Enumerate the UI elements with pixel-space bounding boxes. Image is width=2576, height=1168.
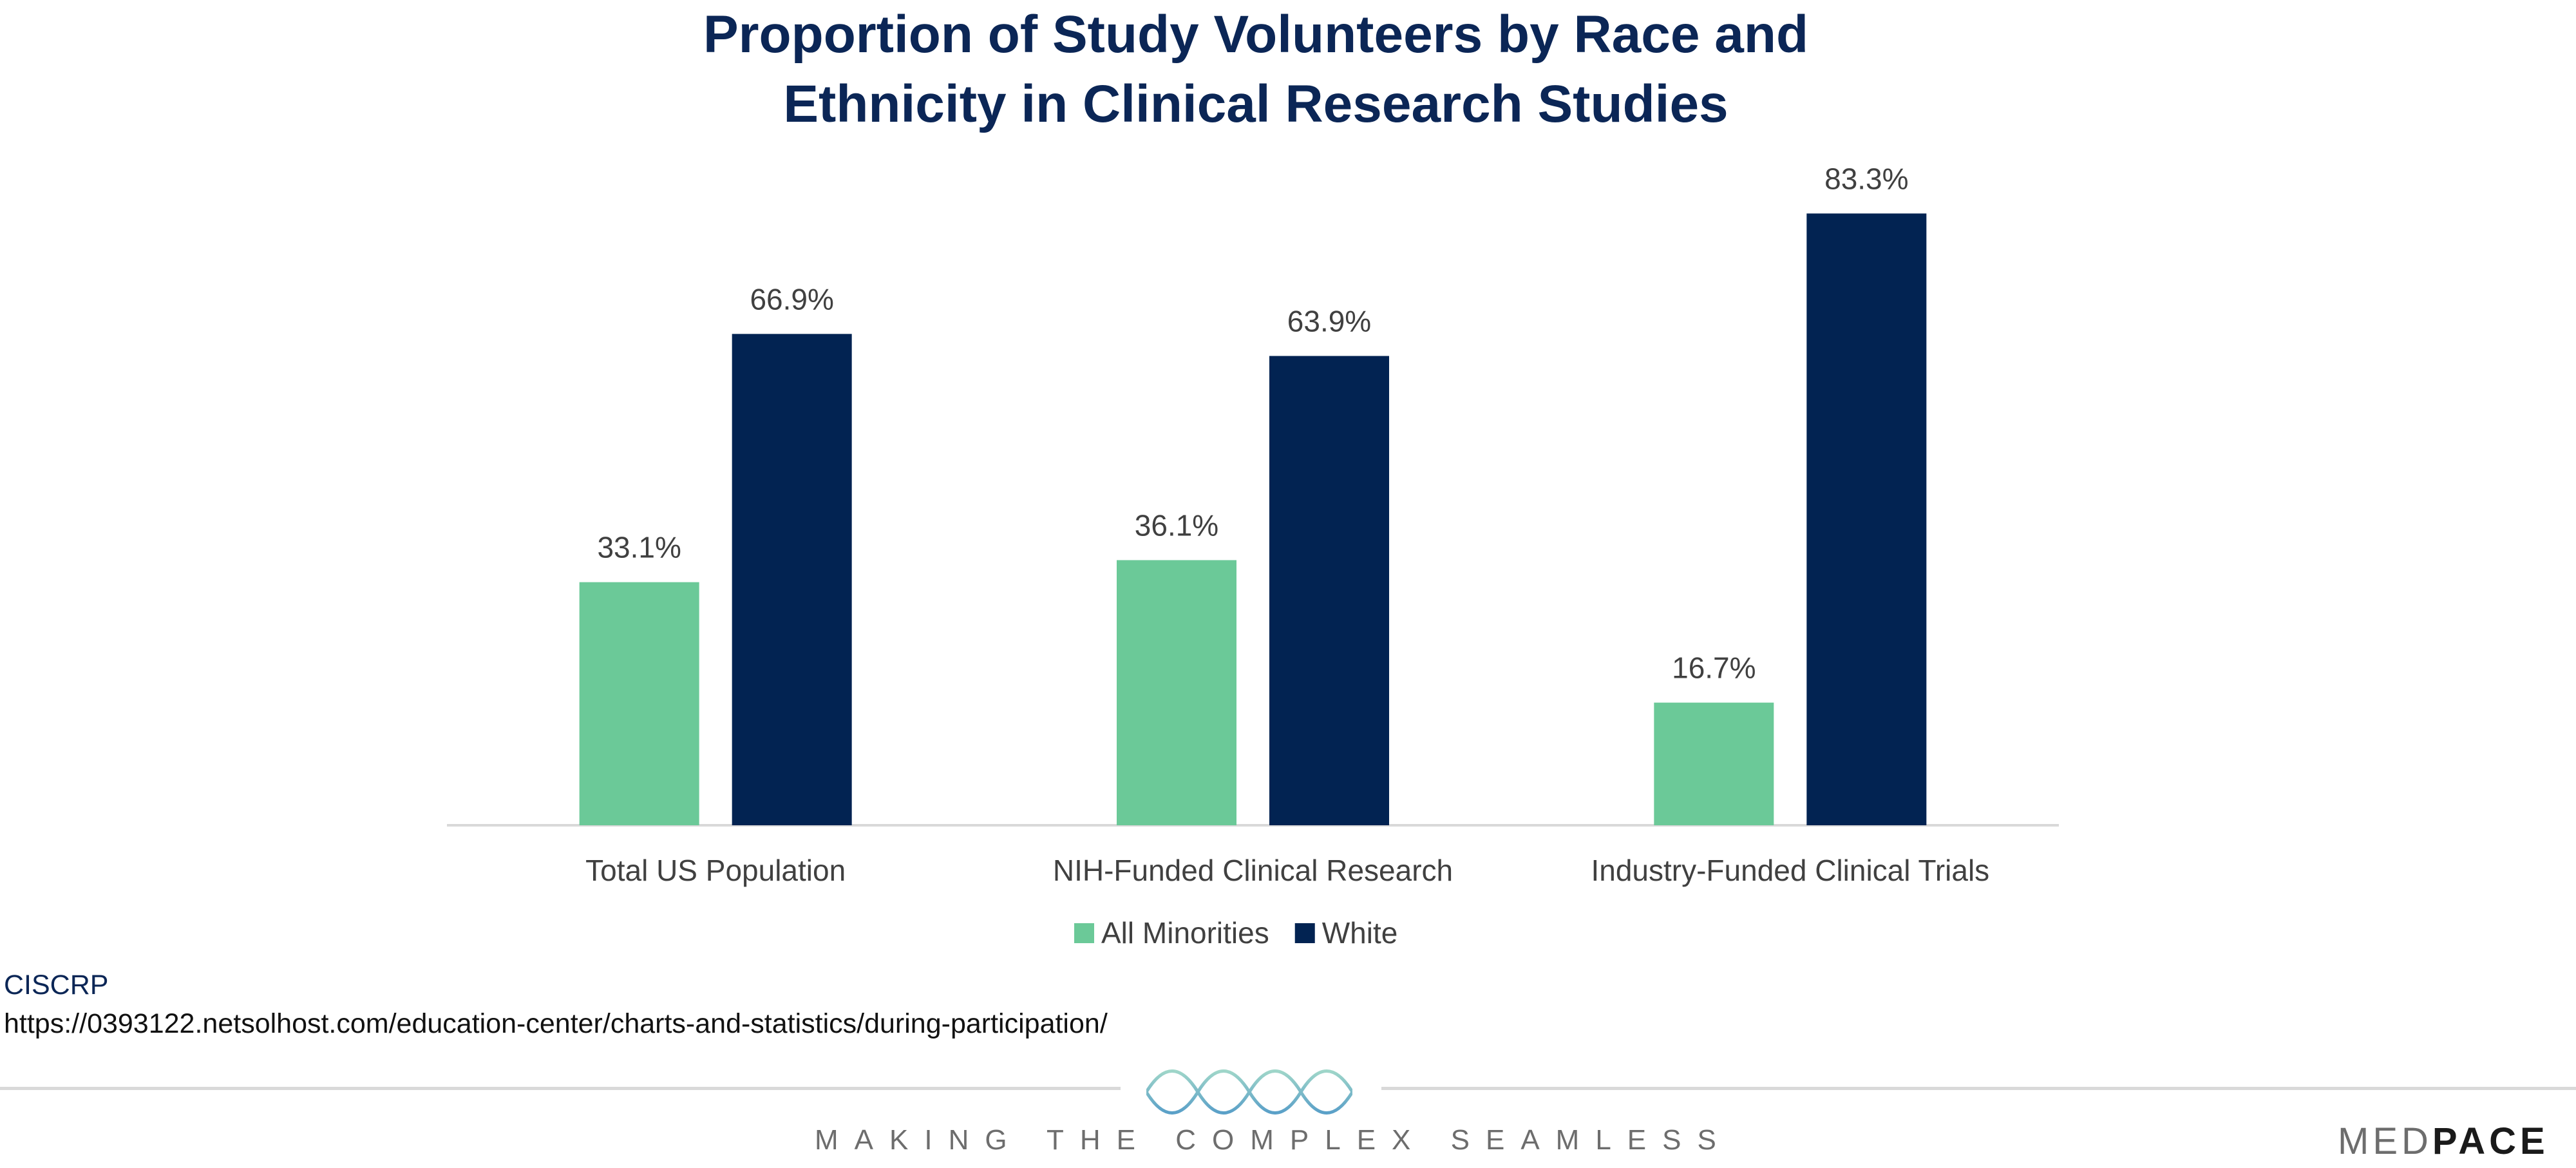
legend-label: White (1322, 916, 1398, 950)
logo-part-med: MED (2338, 1120, 2432, 1162)
logo-part-pace: PACE (2432, 1120, 2549, 1162)
data-label: 36.1% (1135, 508, 1218, 542)
data-label: 83.3% (1824, 162, 1908, 195)
bar-all-minorities (579, 582, 699, 825)
data-label: 16.7% (1672, 651, 1756, 685)
source-name: CISCRP (4, 970, 109, 1000)
legend-swatch (1294, 923, 1315, 943)
bar-white (1806, 213, 1927, 825)
bar-chart: 33.1% 66.9% Total US Population 36.1% 63.9% N… (447, 162, 2059, 950)
footer-divider-left (0, 1087, 1121, 1090)
data-label: 63.9% (1287, 305, 1371, 338)
x-tick-label: Total US Population (585, 854, 846, 887)
legend-swatch (1074, 923, 1094, 943)
x-tick-label: NIH-Funded Clinical Research (1053, 854, 1453, 887)
medpace-logo: MEDPACE (2338, 1120, 2549, 1163)
dna-helix-icon (1146, 1069, 1352, 1115)
source-url[interactable]: https://0393122.netsolhost.com/education… (4, 1008, 1108, 1039)
bar-all-minorities (1117, 560, 1236, 825)
legend-label: All Minorities (1101, 916, 1269, 950)
chart-title-line-1: Proportion of Study Volunteers by Race a… (703, 5, 1809, 64)
bar-white (732, 334, 852, 825)
footer-tagline: MAKING THE COMPLEX SEAMLESS (815, 1124, 1732, 1156)
x-tick-label: Industry-Funded Clinical Trials (1591, 854, 1989, 887)
footer-divider-right (1381, 1087, 2576, 1090)
chart-title-line-2: Ethnicity in Clinical Research Studies (783, 75, 1728, 133)
bar-white (1269, 356, 1389, 825)
data-label: 66.9% (750, 282, 833, 316)
data-label: 33.1% (597, 531, 681, 564)
bar-all-minorities (1654, 702, 1774, 825)
chart-title: Proportion of Study Volunteers by Race a… (0, 0, 2512, 139)
